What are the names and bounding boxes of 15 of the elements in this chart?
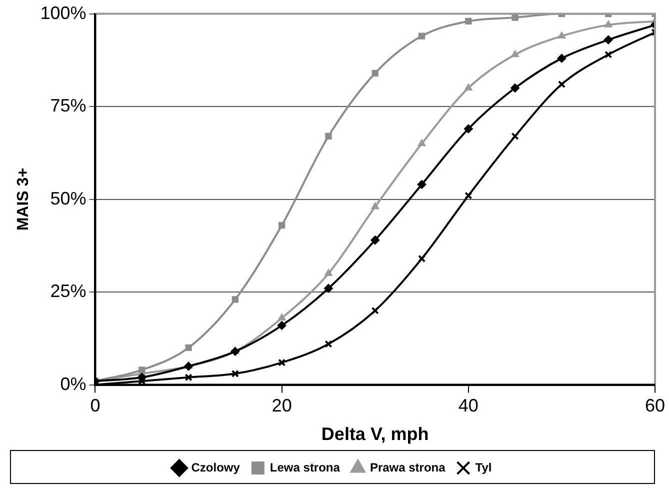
x-tick-label: 40 [458, 396, 478, 416]
legend-label: Czolowy [191, 460, 240, 474]
y-axis-title: MAIS 3+ [15, 168, 32, 231]
y-tick-label: 75% [50, 96, 86, 116]
y-tick-label: 0% [60, 374, 86, 394]
y-tick-label: 25% [50, 281, 86, 302]
x-tick-label: 20 [272, 396, 292, 416]
legend-label: Tyl [475, 460, 492, 474]
x-tick-label: 0 [90, 396, 100, 416]
x-tick-label: 60 [644, 396, 666, 416]
y-tick-label: 50% [50, 188, 86, 208]
legend-label: Lewa strona [270, 460, 340, 474]
legend-label: Prawa strona [370, 460, 446, 474]
y-tick-label: 100% [40, 2, 86, 23]
x-axis-title: Delta V, mph [321, 424, 429, 444]
